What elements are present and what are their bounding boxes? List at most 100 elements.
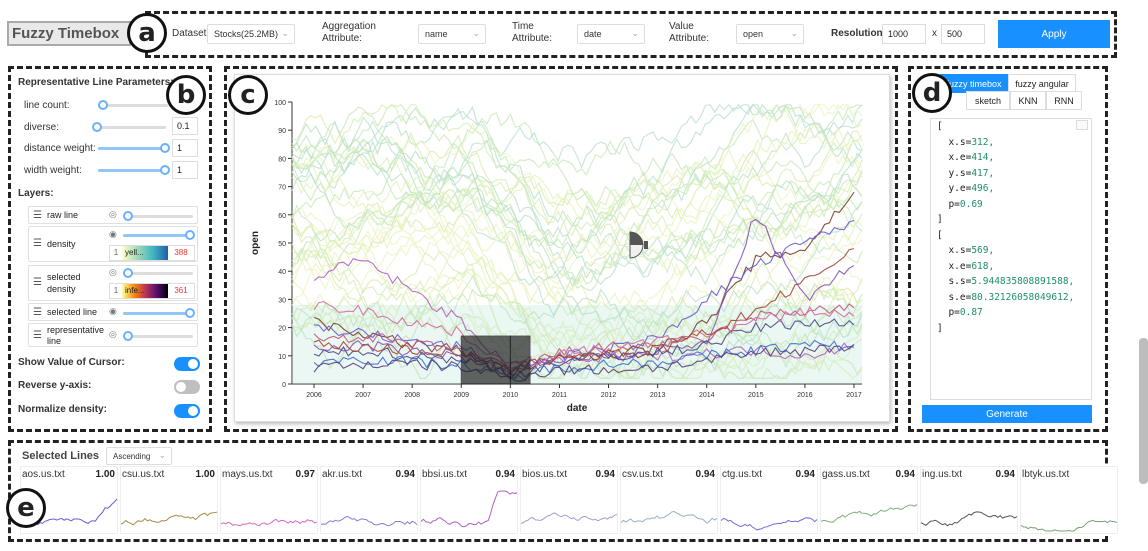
background-line	[291, 103, 863, 226]
params-heading: Representative Line Parameters:	[18, 77, 174, 88]
background-line	[291, 103, 863, 181]
code-line: p=0.87	[937, 305, 1091, 321]
line-name: mays.us.txt	[222, 469, 273, 480]
value-select[interactable]: open ⌄	[736, 24, 804, 44]
drag-handle-icon[interactable]: ☰	[33, 277, 42, 288]
time-value: date	[584, 29, 602, 39]
code-key: x.e=	[937, 152, 972, 163]
sparkline-path	[221, 518, 317, 527]
line-name: ing.us.txt	[922, 469, 963, 480]
representative-opacity-slider[interactable]	[123, 331, 193, 341]
density-min: 1	[113, 248, 119, 257]
normalize-density-toggle[interactable]	[174, 404, 200, 418]
generate-button[interactable]: Generate	[922, 405, 1092, 423]
distance-weight-slider[interactable]	[98, 143, 170, 153]
show-value-toggle[interactable]	[174, 357, 200, 371]
tab-rnn[interactable]: RNN	[1046, 91, 1082, 110]
timebox-query-1	[460, 335, 511, 385]
resolution-width-input[interactable]: 1000	[882, 24, 926, 44]
order-select[interactable]: Ascending ⌄	[106, 447, 172, 465]
background-line	[291, 302, 863, 379]
code-line: x.e=618,	[937, 259, 1091, 275]
selected-density-colormap-input[interactable]: 1 infe... 361	[109, 283, 195, 299]
code-value: 496,	[971, 183, 995, 194]
series-line	[313, 248, 855, 374]
code-line: x.e=414,	[937, 150, 1091, 166]
layer-representative-line[interactable]: ☰ representative line ◎	[28, 323, 198, 347]
y-tick-label: 10	[278, 354, 286, 361]
reverse-y-toggle[interactable]	[174, 380, 200, 394]
width-weight-input[interactable]: 1	[172, 161, 198, 179]
x-tick-label: 2006	[306, 392, 322, 399]
dataset-select[interactable]: Stocks(25.2MB) ⌄	[207, 24, 295, 44]
selected-line-card[interactable]: csu.us.txt 1.00	[120, 466, 218, 534]
diverse-slider[interactable]	[92, 122, 166, 132]
selected-line-card[interactable]: mays.us.txt 0.97	[220, 466, 318, 534]
layer-raw-line[interactable]: ☰ raw line ◎	[28, 206, 198, 224]
sparkline-path	[721, 517, 817, 531]
diverse-input[interactable]: 0.1	[172, 117, 198, 135]
chevron-down-icon: ⌄	[631, 28, 639, 38]
series-line	[313, 303, 855, 369]
x-tick-label: 2007	[355, 392, 371, 399]
line-chart[interactable]: 0 10 20 30 40 50 60 70 80 90 100 2006 2007 2008 2009 20…	[240, 78, 880, 418]
y-axis-label: open	[250, 231, 261, 255]
layer-selected-density[interactable]: ☰ selected density ◎ 1 infe... 361	[28, 265, 198, 301]
drag-handle-icon[interactable]: ☰	[33, 238, 42, 249]
line-score: 0.94	[695, 469, 715, 480]
distance-weight-input[interactable]: 1	[172, 139, 198, 157]
resolution-label: Resolution:	[831, 28, 886, 39]
page-scrollbar[interactable]	[1139, 338, 1148, 484]
line-name: csv.us.txt	[622, 469, 663, 480]
eye-off-icon[interactable]: ◎	[109, 267, 117, 277]
series-line	[313, 300, 855, 371]
x-tick-label: 2015	[748, 392, 764, 399]
selected-line-opacity-slider[interactable]	[123, 308, 195, 318]
y-tick-label: 50	[278, 241, 286, 248]
tab-sketch[interactable]: sketch	[966, 91, 1010, 110]
time-select[interactable]: date ⌄	[577, 24, 645, 44]
drag-handle-icon[interactable]: ☰	[33, 307, 42, 318]
eye-off-icon[interactable]: ◎	[109, 329, 117, 339]
sparkline-path	[321, 515, 417, 527]
selected-line-card[interactable]: ctg.us.txt 0.94	[720, 466, 818, 534]
line-name: csu.us.txt	[122, 469, 165, 480]
line-count-slider[interactable]	[98, 100, 168, 110]
selected-line-card[interactable]: bios.us.txt 0.94	[520, 466, 618, 534]
layer-density[interactable]: ☰ density ◉ 1 yell... 388	[28, 226, 198, 262]
aggregation-select[interactable]: name ⌄	[418, 24, 486, 44]
eye-icon[interactable]: ◉	[109, 229, 117, 239]
raw-line-opacity-slider[interactable]	[123, 211, 193, 221]
code-key: p=	[937, 198, 960, 210]
layer-label: representative line	[47, 325, 105, 346]
x-tick-label: 2012	[601, 392, 617, 399]
layer-selected-line[interactable]: ☰ selected line ◉	[28, 303, 198, 321]
apply-button[interactable]: Apply	[998, 20, 1110, 48]
selected-line-card[interactable]: gass.us.txt 0.94	[820, 466, 918, 534]
selected-line-card[interactable]: csv.us.txt 0.94	[620, 466, 718, 534]
query-code-editor[interactable]: [ x.s=312, x.e=414, y.s=417, y.e=496, p=…	[930, 118, 1092, 400]
chevron-down-icon: ⌄	[472, 28, 480, 38]
selected-line-card[interactable]: lbtyk.us.txt	[1020, 466, 1118, 534]
selected-line-card[interactable]: ing.us.txt 0.94	[920, 466, 1018, 534]
width-weight-label: width weight:	[24, 165, 82, 176]
drag-handle-icon[interactable]: ☰	[33, 210, 42, 221]
width-weight-slider[interactable]	[98, 165, 170, 175]
x-tick-label: 2017	[846, 392, 862, 399]
density-opacity-slider[interactable]	[123, 230, 195, 240]
x-tick-label: 2011	[552, 392, 567, 399]
code-scrollbar[interactable]	[1076, 120, 1088, 130]
background-line	[291, 211, 863, 350]
eye-off-icon[interactable]: ◎	[109, 209, 117, 219]
selected-line-card[interactable]: akr.us.txt 0.94	[320, 466, 418, 534]
tab-knn[interactable]: KNN	[1010, 91, 1046, 110]
density-colormap-input[interactable]: 1 yell... 388	[109, 245, 195, 261]
line-sparkline	[621, 510, 717, 524]
drag-handle-icon[interactable]: ☰	[33, 330, 42, 341]
selected-density-opacity-slider[interactable]	[123, 268, 193, 278]
eye-icon[interactable]: ◉	[109, 306, 117, 316]
selected-line-card[interactable]: bbsi.us.txt 0.94	[420, 466, 518, 534]
resolution-height-input[interactable]: 500	[941, 24, 985, 44]
marker-e: e	[6, 488, 46, 528]
background-line	[291, 103, 863, 225]
